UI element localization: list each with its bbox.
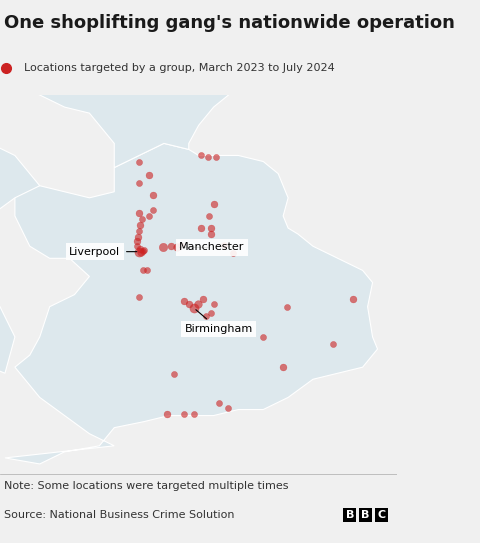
Polygon shape [0, 143, 40, 373]
Text: Source: National Business Crime Solution: Source: National Business Crime Solution [4, 510, 234, 520]
Text: Birmingham: Birmingham [184, 310, 252, 334]
Text: Note: Some locations were targeted multiple times: Note: Some locations were targeted multi… [4, 481, 288, 491]
Text: Liverpool: Liverpool [69, 247, 137, 257]
Text: Manchester: Manchester [179, 242, 244, 252]
Polygon shape [15, 0, 239, 168]
Text: B: B [346, 510, 354, 520]
Text: C: C [377, 510, 385, 520]
Text: Locations targeted by a group, March 2023 to July 2024: Locations targeted by a group, March 202… [24, 64, 335, 73]
Polygon shape [5, 143, 378, 464]
Text: One shoplifting gang's nationwide operation: One shoplifting gang's nationwide operat… [4, 14, 455, 32]
Text: B: B [361, 510, 370, 520]
